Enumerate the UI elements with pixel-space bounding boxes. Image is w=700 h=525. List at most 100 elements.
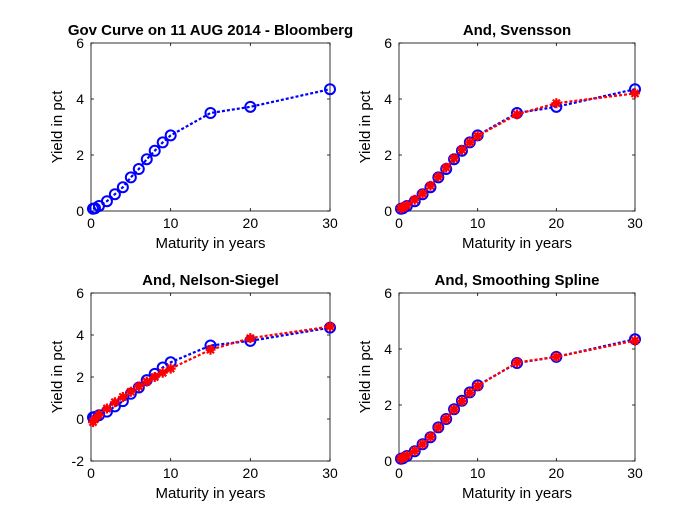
y-tick-label: 4	[384, 91, 392, 107]
y-tick-label: 0	[384, 453, 392, 469]
data-point	[204, 107, 217, 119]
series-line	[92, 88, 331, 210]
data-point	[140, 153, 153, 166]
data-point	[401, 450, 412, 461]
data-point	[397, 452, 408, 463]
subplot-4: And, Smoothing Spline 0 10 20 30 0 2 4 6 Maturity…	[357, 272, 643, 502]
chart-title: And, Svensson	[463, 22, 571, 39]
data-point	[425, 431, 436, 442]
subplot-2: And, Svensson 0 10 20 30 0 2 4 6 Maturity in year…	[357, 22, 643, 252]
y-axis-label: Yield in pct	[357, 340, 374, 414]
data-point	[472, 380, 483, 391]
chart-title: And, Nelson-Siegel	[142, 272, 279, 289]
x-tick-label: 30	[322, 215, 338, 231]
data-point	[133, 381, 144, 392]
data-point	[409, 445, 420, 456]
x-tick-label: 20	[549, 465, 565, 481]
y-tick-label: 6	[76, 35, 84, 51]
y-axis-label: Yield in pct	[49, 340, 66, 414]
data-point	[551, 351, 562, 362]
x-tick-label: 30	[627, 215, 643, 231]
data-point	[630, 88, 640, 99]
data-point	[472, 130, 483, 141]
data-point	[100, 195, 113, 208]
series-market	[86, 83, 336, 215]
x-tick-label: 20	[549, 215, 565, 231]
x-tick-label: 20	[243, 215, 259, 231]
y-tick-label: 0	[76, 411, 84, 427]
data-point	[157, 367, 168, 378]
data-point	[433, 171, 444, 182]
data-point	[401, 200, 412, 211]
y-axis-label: Yield in pct	[49, 90, 66, 164]
data-point	[101, 403, 112, 414]
data-point	[109, 397, 120, 408]
data-point	[89, 414, 100, 424]
y-tick-label: 2	[76, 369, 84, 385]
x-tick-label: 10	[163, 215, 179, 231]
subplot-grid: Gov Curve on 11 AUG 2014 - Bloomberg 0 10 2…	[49, 22, 643, 502]
y-tick-label: -2	[72, 453, 85, 469]
data-point	[630, 335, 640, 346]
y-tick-label: 4	[76, 327, 84, 343]
data-point	[441, 414, 452, 424]
data-point	[116, 181, 129, 194]
y-tick-label: 0	[76, 203, 84, 219]
data-point	[132, 163, 145, 175]
data-point	[93, 409, 104, 420]
data-point	[125, 386, 136, 397]
data-point	[324, 83, 336, 96]
series-model	[395, 335, 640, 464]
y-tick-label: 6	[384, 35, 392, 51]
x-tick-label: 10	[470, 465, 486, 481]
data-point	[149, 372, 160, 382]
axes-frame	[90, 292, 331, 462]
data-point	[325, 321, 335, 332]
data-point	[417, 439, 428, 450]
x-axis-label: Maturity in years	[155, 235, 265, 252]
y-axis-label: Yield in pct	[357, 90, 374, 164]
x-tick-label: 30	[627, 465, 643, 481]
data-point	[245, 333, 256, 344]
data-point	[433, 422, 444, 433]
x-tick-label: 0	[87, 465, 95, 481]
x-tick-label: 20	[243, 465, 259, 481]
series-model	[87, 321, 335, 428]
y-tick-label: 4	[384, 341, 392, 357]
data-point	[156, 136, 169, 149]
x-tick-label: 0	[395, 215, 403, 231]
data-point	[512, 109, 522, 120]
data-point	[164, 129, 177, 142]
data-point	[449, 153, 460, 164]
data-point	[205, 344, 216, 355]
x-axis-label: Maturity in years	[462, 235, 572, 252]
data-point	[409, 194, 420, 205]
subplot-1: Gov Curve on 11 AUG 2014 - Bloomberg 0 10 2…	[49, 22, 353, 252]
y-tick-label: 6	[76, 285, 84, 301]
data-point	[117, 391, 128, 402]
data-point	[148, 144, 161, 157]
y-tick-label: 2	[76, 147, 84, 163]
data-point	[425, 180, 436, 191]
x-axis-label: Maturity in years	[462, 485, 572, 502]
data-point	[397, 202, 408, 213]
y-tick-label: 2	[384, 147, 392, 163]
x-axis-label: Maturity in years	[155, 485, 265, 502]
x-tick-label: 10	[163, 465, 179, 481]
data-point	[441, 162, 452, 173]
y-tick-label: 6	[384, 285, 392, 301]
series-model	[395, 88, 640, 214]
y-tick-label: 0	[384, 203, 392, 219]
x-tick-label: 0	[87, 215, 95, 231]
data-point	[449, 404, 460, 415]
chart-title: Gov Curve on 11 AUG 2014 - Bloomberg	[68, 22, 353, 39]
data-point	[141, 376, 152, 387]
x-tick-label: 0	[395, 465, 403, 481]
data-point	[456, 144, 467, 155]
y-tick-label: 4	[76, 91, 84, 107]
data-point	[124, 171, 137, 184]
data-point	[244, 100, 257, 113]
x-tick-label: 30	[322, 465, 338, 481]
